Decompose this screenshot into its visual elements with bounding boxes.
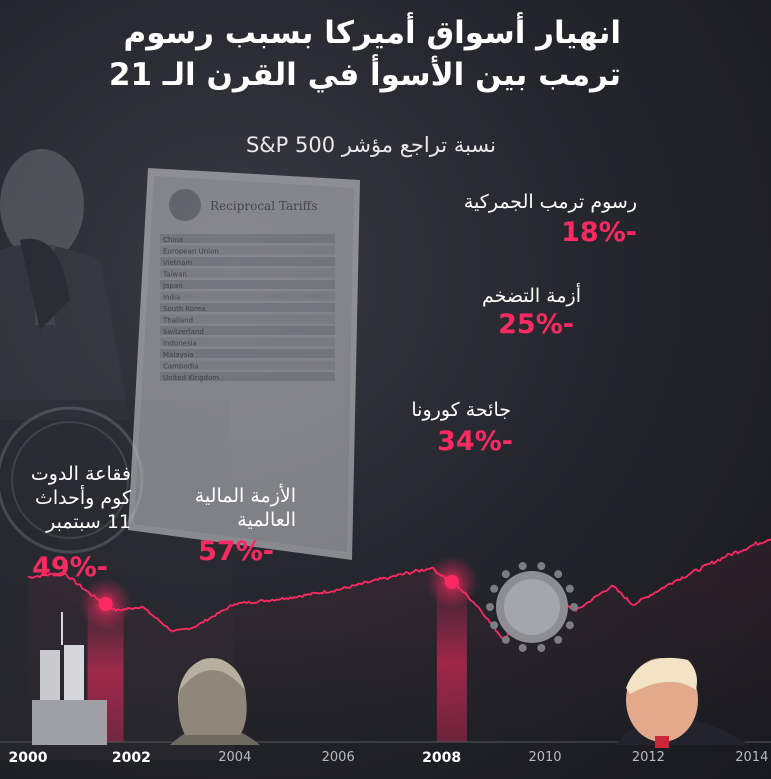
page-title: انهيار أسواق أميركا بسبب رسوم ترمب بين ا…: [61, 12, 621, 96]
virus-spike: [501, 635, 510, 644]
board-row-label: China: [163, 236, 183, 244]
virus-spike: [554, 570, 563, 579]
virus-spike: [565, 621, 574, 630]
annotation-tariff-value: -18%: [561, 217, 637, 248]
board-row-label: Cambodia: [163, 363, 198, 371]
board-row: [160, 245, 335, 255]
speaker-photo: [0, 149, 130, 420]
title-line-2: ترمب بين الأسوأ في القرن الـ 21: [108, 57, 621, 93]
virus-spike: [486, 603, 494, 611]
board-row-label: Malaysia: [163, 351, 194, 359]
virus-spike: [537, 643, 546, 652]
annotation-gfc-line-1: الأزمة المالية: [194, 485, 296, 507]
x-tick-label: 2008: [422, 750, 462, 766]
x-tick-label: 2014: [735, 750, 769, 765]
x-tick-label: 2012: [631, 750, 665, 765]
annotation-dotcom-line-3: 11 سبتمبر: [46, 511, 131, 533]
annotation-gfc-line-2: العالمية: [237, 509, 296, 531]
board-row: [160, 337, 335, 347]
board-row: [160, 349, 335, 358]
annotation-covid-value: -34%: [437, 426, 513, 457]
board-row-label: Thailand: [162, 317, 193, 325]
annotation-inflation-label: أزمة التضخم: [481, 285, 581, 307]
board-row: [160, 303, 335, 312]
board-row-label: European Union: [163, 248, 219, 256]
virus-icon: [486, 562, 578, 652]
board-row: [160, 372, 335, 381]
annotation-dotcom-line-2: كوم وأحداث: [34, 487, 131, 509]
subtitle: نسبة تراجع مؤشر S&P 500: [245, 133, 496, 157]
annotation-gfc-value: -57%: [198, 536, 274, 567]
board-row: [160, 291, 335, 301]
virus-spike: [490, 621, 499, 630]
crash-marker: [444, 575, 459, 589]
sp500-line: [27, 537, 771, 641]
annotation-dotcom-value: -49%: [32, 552, 108, 583]
annotation-dotcom-label: فقاعة الدوت كوم وأحداث 11 سبتمبر: [31, 462, 131, 534]
virus-spike: [501, 570, 510, 579]
board-row: [160, 280, 335, 289]
board-row: [160, 360, 335, 370]
board-row-label: Japan: [162, 282, 183, 290]
board-row-label: Indonesia: [163, 340, 197, 348]
board-row: [160, 268, 335, 278]
towers-icon: [32, 612, 107, 745]
virus-spike: [537, 562, 546, 571]
virus-spike: [518, 562, 527, 571]
annotation-dotcom-line-1: فقاعة الدوت: [30, 463, 131, 485]
board-row-label: South Korea: [163, 305, 205, 313]
virus-spike: [565, 584, 574, 593]
board-row-label: Vietnam: [163, 259, 192, 267]
board-row-label: Taiwan: [162, 271, 187, 279]
x-tick-label: 2006: [321, 750, 355, 765]
annotation-covid-label: جائحة كورونا: [411, 399, 511, 421]
x-tick-label: 2004: [218, 750, 252, 765]
tariff-board: Reciprocal Tariffs China European Union Vi…: [128, 168, 360, 560]
board-row: [160, 314, 335, 324]
virus-spike: [518, 643, 527, 652]
virus-spike: [554, 635, 563, 644]
annotation-tariff-label: رسوم ترمب الجمركية: [463, 191, 637, 213]
annotation-inflation-value: -25%: [498, 309, 574, 340]
board-row-label: United Kingdom: [163, 374, 219, 382]
board-row: [160, 326, 335, 335]
crash-markers: [79, 556, 478, 630]
x-tick-label: 2002: [111, 750, 151, 766]
board-row-label: Switzerland: [163, 328, 204, 336]
annotation-gfc-label: الأزمة المالية العالمية: [195, 484, 296, 532]
x-tick-label: 2000: [8, 750, 48, 766]
board-rows: China European Union Vietnam Taiwan Japan Ind…: [160, 234, 335, 382]
virus-spike: [570, 603, 578, 611]
virus-spike: [490, 584, 499, 593]
board-heading: Reciprocal Tariffs: [210, 199, 317, 213]
franklin-portrait-icon: [170, 658, 260, 745]
crash-marker: [98, 597, 113, 611]
board-row: [160, 234, 335, 243]
board-row: [160, 257, 335, 266]
title-line-1: انهيار أسواق أميركا بسبب رسوم: [123, 15, 622, 51]
x-tick-label: 2010: [528, 750, 562, 765]
trump-portrait-icon: [615, 657, 750, 748]
board-row-label: India: [163, 294, 180, 302]
